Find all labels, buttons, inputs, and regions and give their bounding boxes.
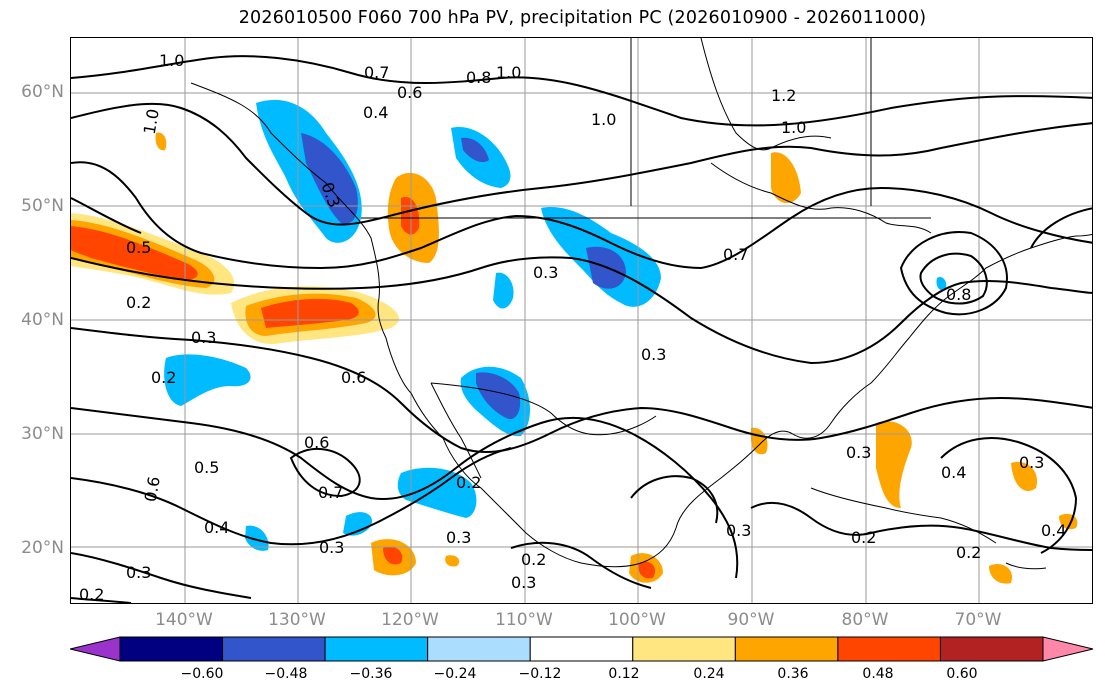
contour-label: 1.0 [159,51,184,70]
colorbar-segment [427,636,531,662]
contour-label: 0.3 [1019,453,1044,472]
colorbar [70,636,1094,662]
colorbar-segment [119,636,224,662]
contour-label: 1.0 [591,110,616,129]
contour-label: 0.4 [941,463,966,482]
colorbar-segment [632,636,736,662]
contour-label: 0.8 [946,285,971,304]
contour-label: 1.2 [771,86,796,105]
contour-label: 0.2 [956,543,981,562]
contour-label: 0.4 [204,518,229,537]
map-panel: 1.0 1.0 0.7 0.8 1.0 0.6 0.4 1.2 1.0 1.0 … [70,37,1093,604]
lat-label: 50°N [21,196,64,216]
precip-positive-shading [71,132,1078,584]
contour-label: 0.3 [191,328,216,347]
contour-label: 1.0 [140,107,163,135]
lon-label: 130°W [268,610,326,630]
colorbar-segment [529,636,634,662]
contour-label: 0.2 [851,528,876,547]
colorbar-tick-label: 0.24 [693,666,725,682]
contour-label: 0.3 [726,521,751,540]
colorbar-segment [324,636,429,662]
colorbar-tick-label: −0.48 [264,666,308,682]
contour-label: 0.5 [194,458,219,477]
colorbar-tick-label: 0.60 [946,666,978,682]
contour-label: 0.2 [126,293,151,312]
colorbar-tick-label: 0.48 [862,666,894,682]
contour-label: 0.4 [1041,521,1066,540]
contour-label: 0.3 [641,345,666,364]
lat-label: 20°N [21,538,64,558]
lon-label: 90°W [727,610,775,630]
contour-label: 0.4 [363,103,388,122]
lat-label: 40°N [21,310,64,330]
contour-label: 0.2 [79,585,104,604]
contour-label: 0.7 [318,483,343,502]
lon-label: 110°W [495,610,553,630]
contour-label: 0.6 [397,83,422,102]
lat-label: 30°N [21,424,64,444]
lon-label: 70°W [954,610,1002,630]
contour-label: 0.2 [456,473,481,492]
contour-label: 0.3 [846,443,871,462]
colorbar-tick-label: −0.60 [180,666,224,682]
coastlines [190,38,1092,570]
pv-contours [71,55,1092,603]
figure-title: 2026010500 F060 700 hPa PV, precipitatio… [238,8,927,28]
colorbar-tick-label: −0.12 [518,666,562,682]
colorbar-segment [222,636,326,662]
colorbar-segment [837,636,941,662]
colorbar-tick-label: −0.36 [349,666,393,682]
contour-label: 0.3 [126,563,151,582]
colorbar-extend-low [70,636,121,662]
contour-label: 0.7 [364,63,389,82]
colorbar-segment [734,636,839,662]
contour-label: 0.5 [126,238,151,257]
contour-labels: 1.0 1.0 0.7 0.8 1.0 0.6 0.4 1.2 1.0 1.0 … [79,51,1066,604]
lon-label: 140°W [155,610,213,630]
contour-label: 0.6 [341,368,366,387]
contour-label: 1.0 [781,118,806,137]
colorbar-tick-label: 0.12 [608,666,640,682]
contour-label: 0.3 [533,263,558,282]
contour-label: 0.6 [141,475,164,503]
contour-label: 0.3 [511,573,536,592]
colorbar-tick-label: 0.36 [777,666,809,682]
contour-label: 0.8 [466,68,491,87]
contour-label: 0.3 [319,538,344,557]
lon-label: 80°W [841,610,889,630]
lat-label: 60°N [21,82,64,102]
map-svg: 1.0 1.0 0.7 0.8 1.0 0.6 0.4 1.2 1.0 1.0 … [71,38,1092,604]
colorbar-tick-label: −0.24 [433,666,477,682]
colorbar-segment [939,636,1044,662]
contour-label: 0.7 [723,245,748,264]
contour-label: 0.3 [446,528,471,547]
lon-label: 120°W [381,610,439,630]
contour-label: 0.6 [304,433,329,452]
lon-label: 100°W [608,610,666,630]
colorbar-extend-high [1042,636,1094,662]
contour-label: 1.0 [496,63,521,82]
contour-label: 0.2 [521,550,546,569]
contour-label: 0.2 [151,368,176,387]
